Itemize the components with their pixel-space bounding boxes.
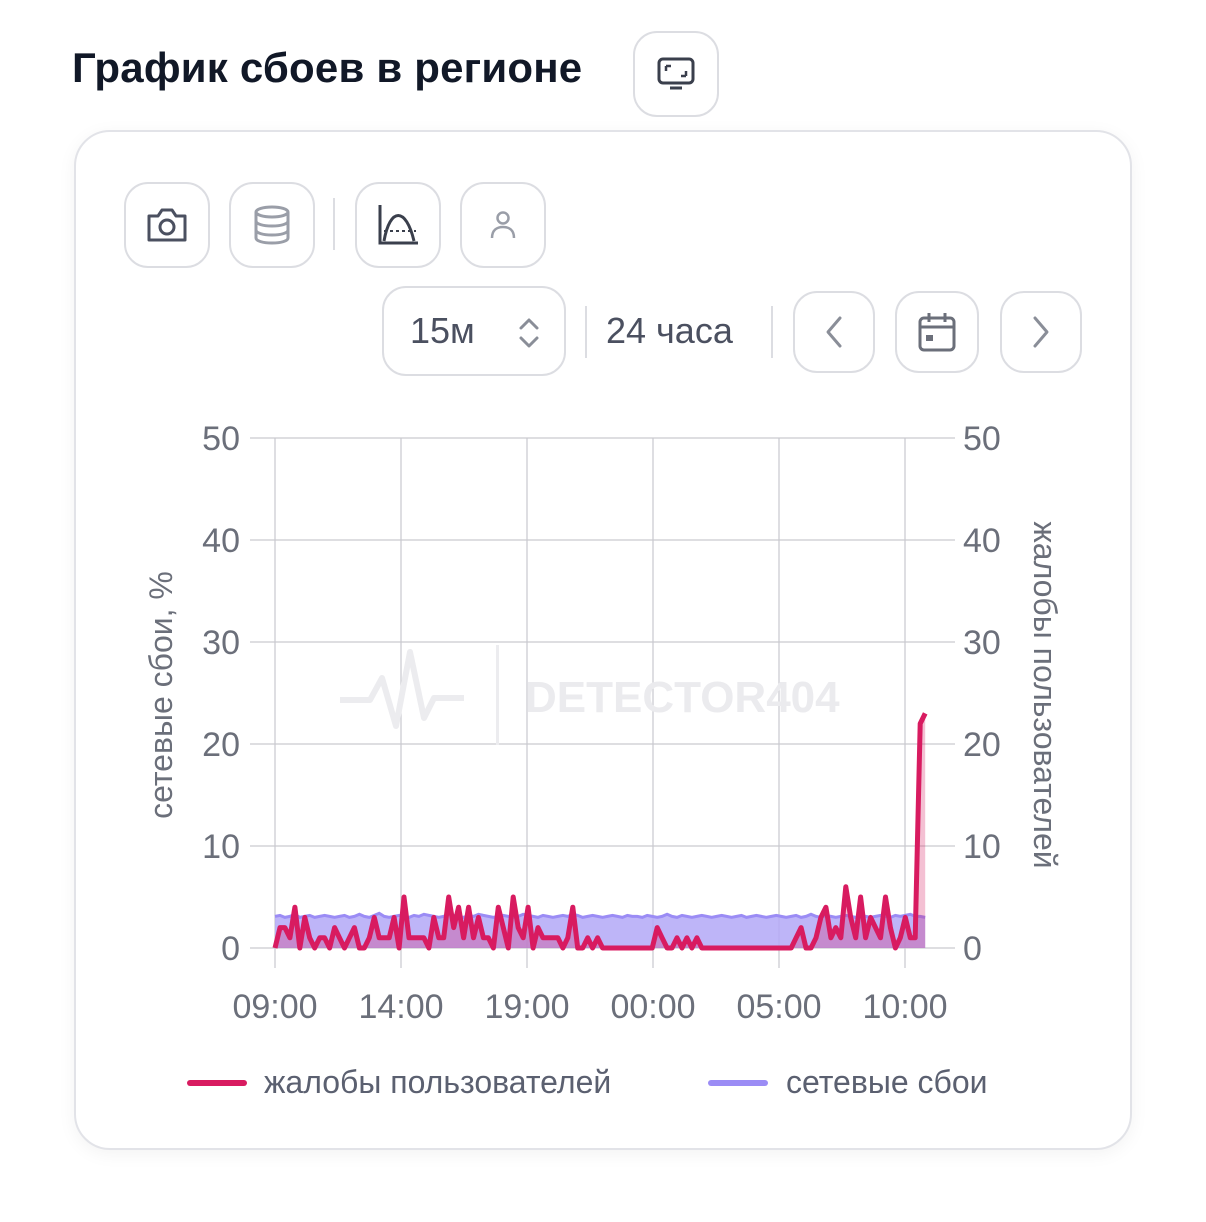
- page-title: График сбоев в регионе: [72, 44, 583, 91]
- chevron-left-icon: [826, 316, 842, 348]
- toolbar-divider: [771, 306, 773, 358]
- y-tick-right-label: 40: [963, 522, 1001, 560]
- period-select-value: 15м: [410, 310, 475, 351]
- series-complaints-area: [275, 713, 926, 948]
- camera-icon: [147, 208, 187, 242]
- legend-label-complaints[interactable]: жалобы пользователей: [264, 1064, 612, 1100]
- x-tick-label: 19:00: [484, 988, 569, 1026]
- y-tick-left-label: 40: [202, 522, 240, 560]
- period-select[interactable]: 15м: [382, 286, 566, 376]
- watermark-text: DETECTOR404: [525, 673, 840, 722]
- legend-swatch-outages: [708, 1080, 768, 1086]
- y-tick-left-label: 30: [202, 624, 240, 662]
- y-tick-right-label: 30: [963, 624, 1001, 662]
- next-period-button[interactable]: [1000, 291, 1082, 373]
- y-tick-left-label: 10: [202, 828, 240, 866]
- toolbar-divider: [585, 306, 587, 358]
- x-tick-label: 05:00: [736, 988, 821, 1026]
- y-tick-right-label: 50: [963, 420, 1001, 458]
- user-button[interactable]: [460, 182, 546, 268]
- x-tick-label: 14:00: [358, 988, 443, 1026]
- chevron-updown-icon: [519, 318, 539, 348]
- fullscreen-button[interactable]: [633, 31, 719, 117]
- monitor-icon: [657, 57, 695, 90]
- calendar-button[interactable]: [895, 291, 979, 373]
- y-axis-left-label: сетевые сбои, %: [143, 571, 179, 819]
- screenshot-button[interactable]: [124, 182, 210, 268]
- x-tick-label: 10:00: [862, 988, 947, 1026]
- y-tick-left-label: 20: [202, 726, 240, 764]
- chevron-right-icon: [1033, 316, 1049, 348]
- x-tick-label: 00:00: [610, 988, 695, 1026]
- chart-mode-button[interactable]: [355, 182, 441, 268]
- watermark: DETECTOR404: [340, 645, 840, 745]
- data-button[interactable]: [229, 182, 315, 268]
- user-icon: [490, 211, 516, 239]
- y-tick-right-label: 20: [963, 726, 1001, 764]
- legend-label-outages[interactable]: сетевые сбои: [786, 1064, 988, 1100]
- series-complaints-line: [272, 712, 928, 951]
- database-icon: [254, 205, 290, 245]
- y-tick-right-label: 10: [963, 828, 1001, 866]
- y-tick-right-label: 0: [963, 930, 982, 968]
- calendar-icon: [918, 313, 956, 352]
- chart-curve-icon: [378, 205, 418, 245]
- x-tick-label: 09:00: [232, 988, 317, 1026]
- legend-swatch-complaints: [187, 1080, 247, 1086]
- y-axis-right-label: жалобы пользователей: [1027, 521, 1063, 868]
- series-outages-line: [274, 911, 926, 919]
- y-tick-left-label: 0: [221, 930, 240, 968]
- prev-period-button[interactable]: [793, 291, 875, 373]
- y-tick-left-label: 50: [202, 420, 240, 458]
- toolbar-divider: [333, 198, 335, 250]
- range-label: 24 часа: [606, 310, 733, 351]
